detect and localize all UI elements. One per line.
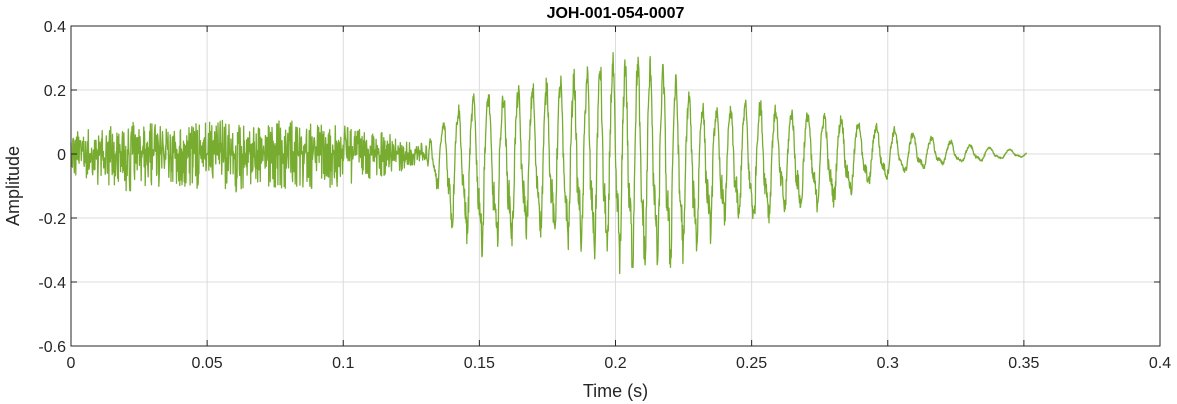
ticks: 0 0.05 0.1 0.15 0.2 0.25 0.3 0.35 0.4 -0.6 -0.4 -0.… (38, 19, 1171, 372)
x-tick-label: 0 (67, 355, 76, 372)
series-line-0 (70, 52, 1028, 275)
x-tick-label: 0.25 (736, 355, 767, 372)
y-tick-label: -0.2 (38, 211, 66, 228)
x-tick-label: 0.4 (1149, 355, 1171, 372)
y-tick-label: 0.4 (44, 19, 66, 36)
y-tick-label: 0.2 (44, 83, 66, 100)
x-axis-label: Time (s) (583, 381, 648, 401)
x-tick-label: 0.2 (604, 355, 626, 372)
series-layer (70, 52, 1028, 275)
x-tick-label: 0.1 (332, 355, 354, 372)
y-tick-label: 0 (57, 147, 66, 164)
y-tick-label: -0.6 (38, 339, 66, 356)
x-tick-label: 0.3 (877, 355, 899, 372)
x-tick-label: 0.05 (192, 355, 223, 372)
y-tick-label: -0.4 (38, 275, 66, 292)
y-axis-label: Amplitude (3, 146, 23, 226)
x-tick-label: 0.15 (464, 355, 495, 372)
chart-title: JOH-001-054-0007 (547, 5, 685, 22)
x-tick-label: 0.35 (1008, 355, 1039, 372)
